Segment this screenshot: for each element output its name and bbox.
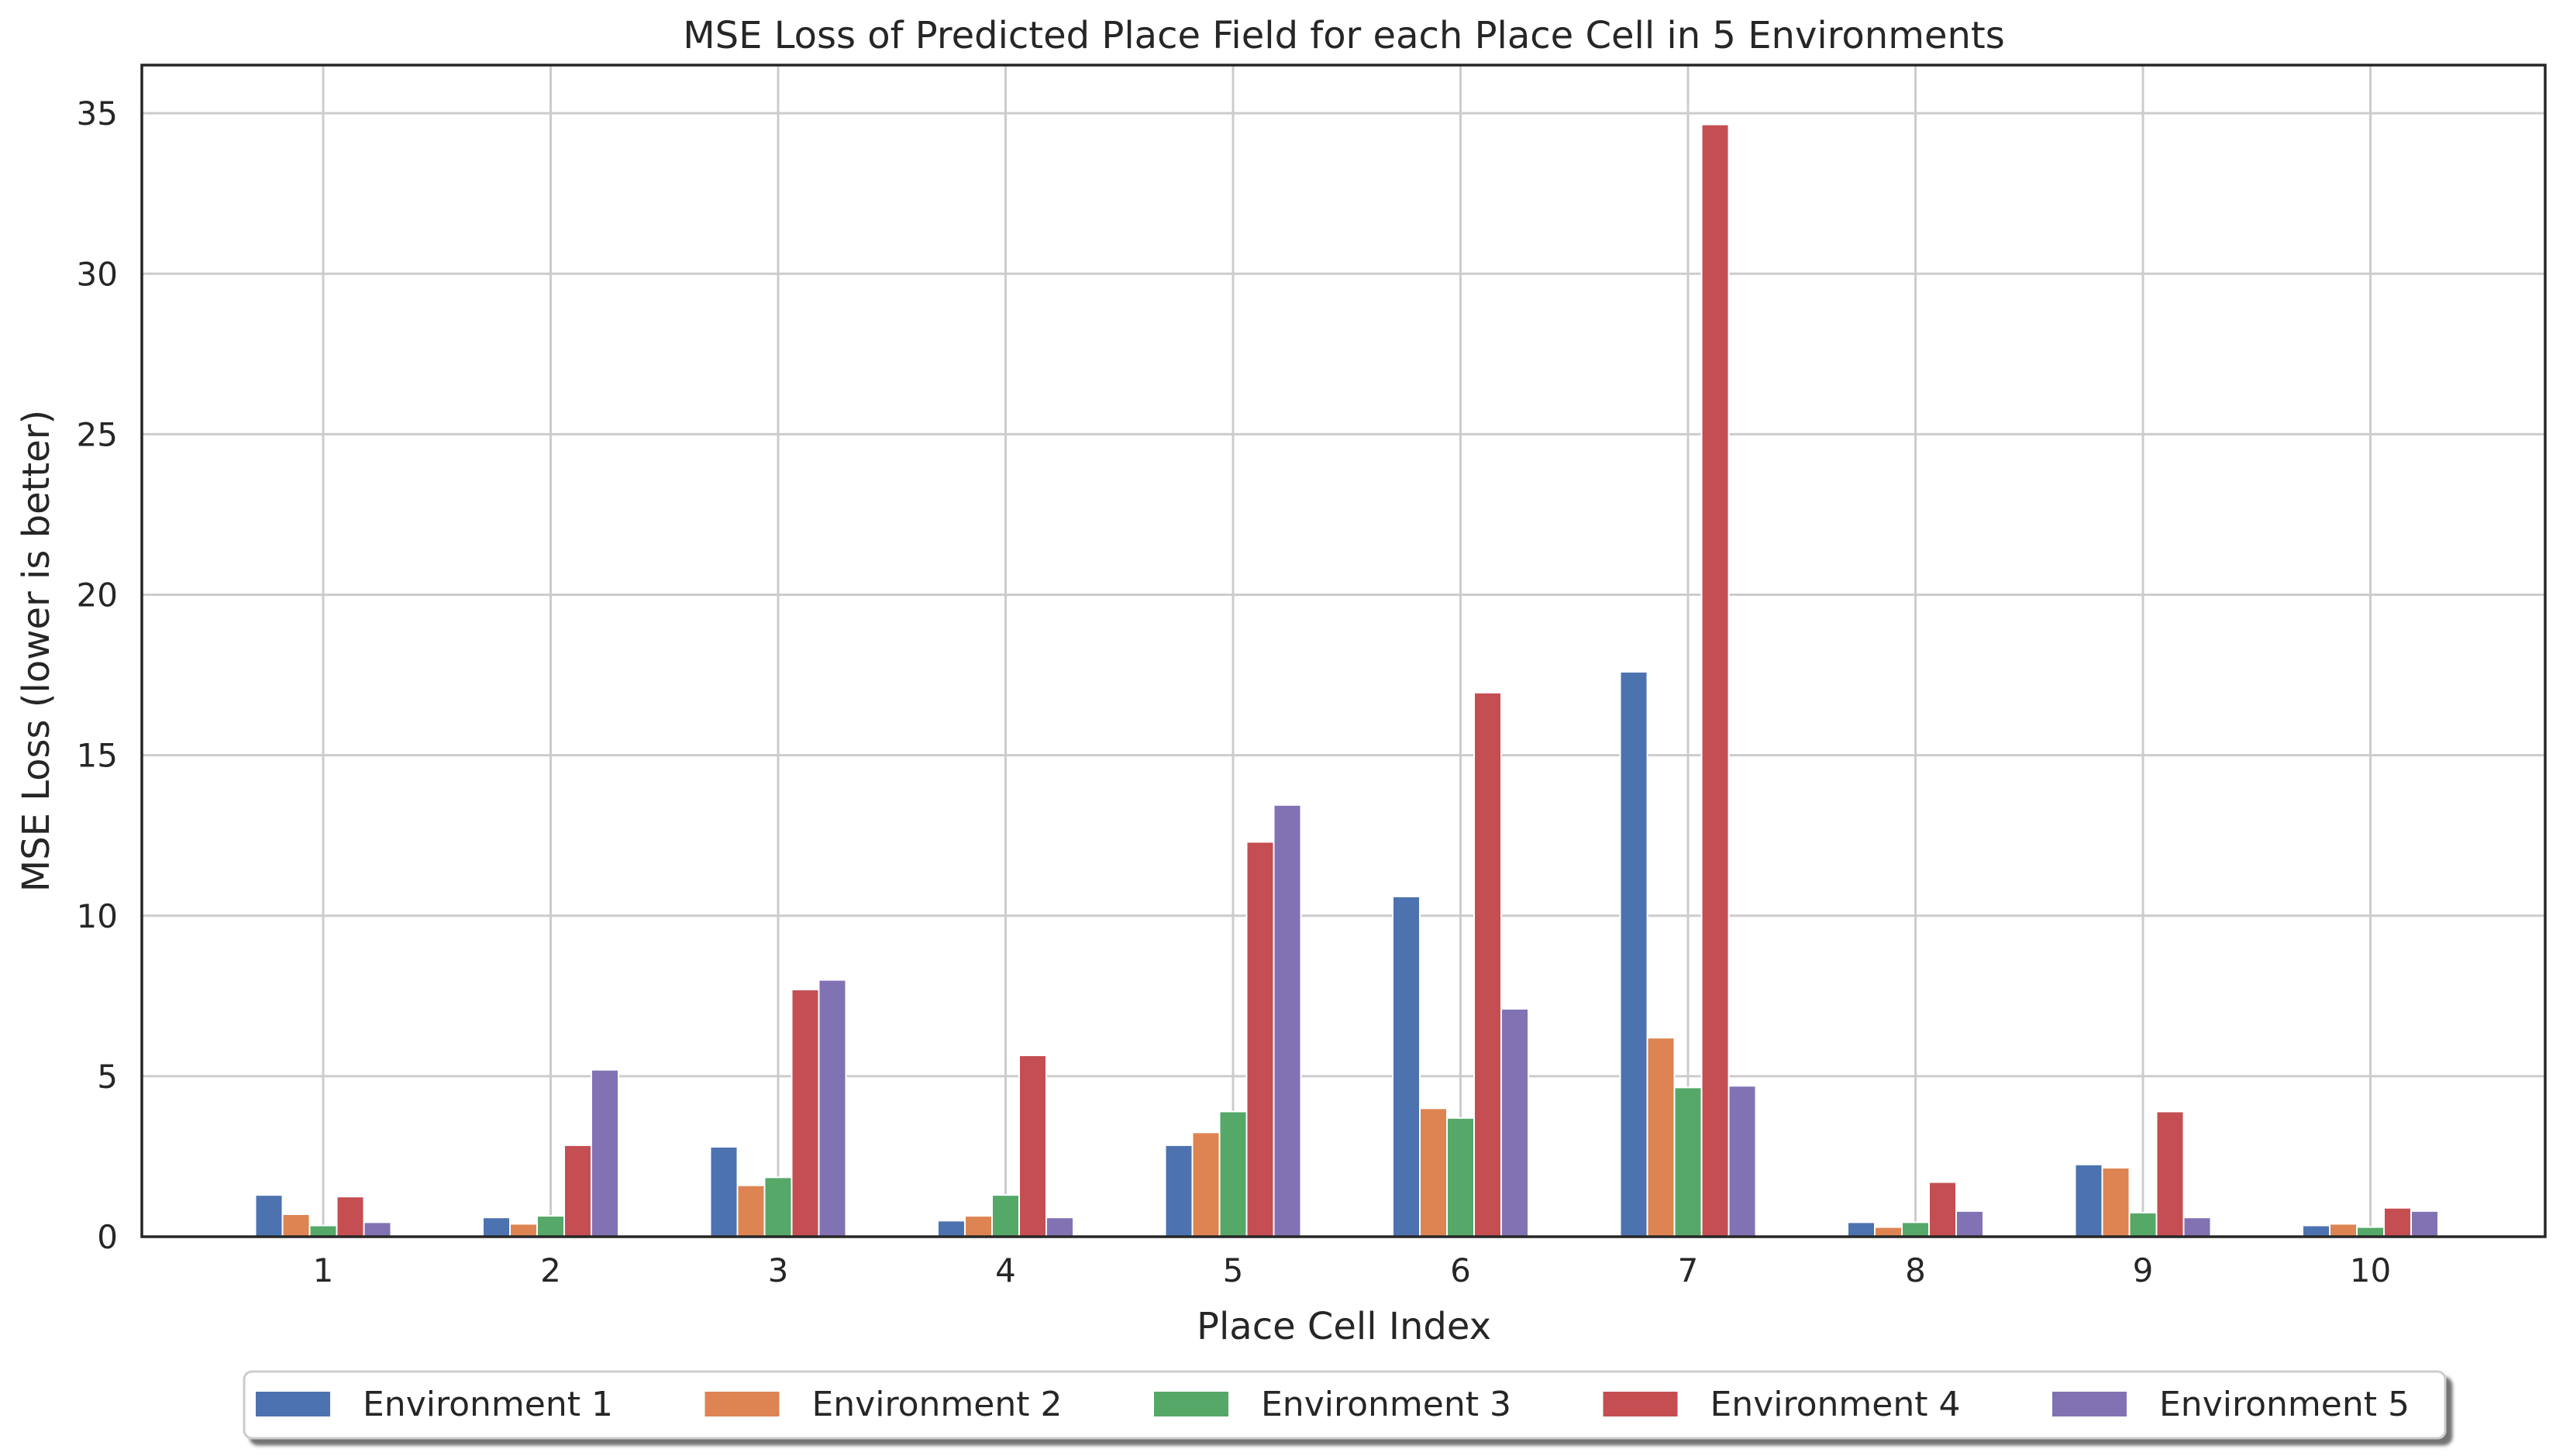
bar	[482, 1217, 511, 1238]
bar	[1018, 1054, 1047, 1237]
bar	[1955, 1210, 1984, 1237]
bar	[308, 1224, 338, 1237]
legend-swatch	[1154, 1392, 1228, 1416]
x-tick-label: 6	[1450, 1251, 1471, 1289]
legend-label: Environment 5	[2159, 1385, 2410, 1424]
legend-swatch	[256, 1392, 330, 1416]
bar	[2302, 1224, 2330, 1237]
legend-entries: Environment 1 Environment 2 Environment 3 E…	[256, 1385, 2410, 1424]
bar	[2155, 1110, 2185, 1238]
y-tick-label: 0	[97, 1218, 118, 1256]
legend-box	[243, 1370, 2447, 1440]
bar	[1646, 1037, 1676, 1237]
y-tick-label: 30	[77, 255, 118, 293]
bar	[1164, 1144, 1194, 1237]
bar	[2074, 1163, 2103, 1238]
bar	[2356, 1226, 2385, 1238]
legend-swatch	[1603, 1392, 1678, 1416]
bar	[1901, 1221, 1930, 1237]
legend-label: Environment 2	[812, 1385, 1063, 1424]
bar	[1419, 1107, 1448, 1238]
x-tick-label: 1	[313, 1251, 334, 1289]
bar	[2182, 1217, 2212, 1238]
legend-label: Environment 3	[1261, 1385, 1511, 1424]
bar	[1218, 1110, 1248, 1238]
y-axis-title: MSE Loss (lower is better)	[15, 410, 58, 892]
plot-frame	[140, 64, 2547, 1238]
bar	[591, 1069, 619, 1238]
bar	[1874, 1226, 1903, 1238]
x-tick-label: 2	[540, 1251, 561, 1289]
bar	[763, 1176, 793, 1237]
chart-title: MSE Loss of Predicted Place Field for ea…	[683, 14, 2004, 57]
legend-label: Environment 4	[1710, 1385, 1961, 1424]
x-tick-label: 4	[995, 1251, 1016, 1289]
bar	[1673, 1086, 1703, 1238]
x-tick-label: 10	[2350, 1251, 2391, 1289]
bar	[1191, 1131, 1221, 1238]
x-tick-label: 5	[1223, 1251, 1244, 1289]
bar	[1392, 895, 1421, 1238]
bar	[2101, 1166, 2131, 1238]
bar	[1928, 1181, 1957, 1238]
bar	[1500, 1007, 1529, 1237]
legend: Environment 1 Environment 2 Environment 3 E…	[243, 1370, 2447, 1440]
bar	[2329, 1223, 2358, 1238]
bar	[281, 1213, 311, 1237]
legend-swatch	[2052, 1392, 2127, 1416]
x-tick-label: 7	[1678, 1251, 1699, 1289]
bar	[1728, 1085, 1757, 1237]
bar	[363, 1221, 392, 1237]
bar	[709, 1146, 739, 1238]
y-tick-label: 35	[77, 95, 118, 133]
bar	[509, 1223, 538, 1238]
bar	[2128, 1211, 2158, 1238]
y-tick-label: 15	[77, 737, 118, 775]
bar	[1847, 1221, 1876, 1237]
bar	[818, 979, 847, 1238]
bar	[1245, 841, 1275, 1237]
bar	[1273, 804, 1302, 1237]
bar	[1700, 123, 1730, 1237]
y-tick-label: 20	[77, 577, 118, 614]
bar	[254, 1194, 284, 1238]
y-tick-label: 25	[77, 415, 118, 453]
bar	[2410, 1210, 2439, 1237]
y-tick-label: 10	[77, 897, 118, 935]
x-tick-label: 9	[2133, 1251, 2154, 1289]
bar	[1473, 691, 1502, 1237]
bar	[991, 1194, 1020, 1238]
bar	[1619, 670, 1648, 1237]
legend-label: Environment 1	[363, 1385, 613, 1424]
x-axis-title: Place Cell Index	[1197, 1305, 1491, 1348]
bar	[563, 1144, 592, 1237]
bar	[1046, 1217, 1074, 1238]
legend-swatch	[704, 1392, 780, 1416]
bar	[791, 989, 820, 1237]
bar	[536, 1215, 565, 1238]
bar	[964, 1215, 993, 1238]
x-axis: 1 2 3 4 5 6 7 8 9 10	[313, 1251, 2392, 1289]
bar	[336, 1196, 365, 1238]
bar	[937, 1220, 966, 1238]
x-tick-label: 8	[1905, 1251, 1926, 1289]
bar	[736, 1184, 766, 1238]
plot-area	[142, 65, 2545, 1237]
y-tick-label: 5	[97, 1058, 118, 1096]
bar	[1446, 1117, 1475, 1237]
bars	[254, 123, 2439, 1238]
bar	[2383, 1206, 2412, 1237]
y-axis: 0 5 10 15 20 25 30 35	[77, 95, 118, 1256]
x-tick-label: 3	[768, 1251, 789, 1289]
